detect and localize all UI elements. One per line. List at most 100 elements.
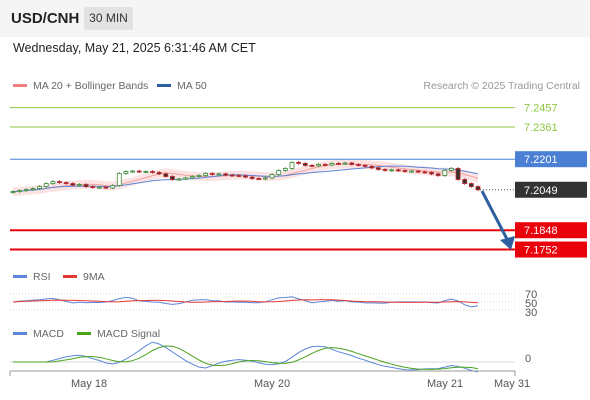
- candle-body: [57, 181, 62, 183]
- symbol-title: USD/CNH: [11, 10, 80, 27]
- ma20-swatch: [13, 83, 27, 87]
- rsi-swatch: [13, 274, 27, 278]
- candle-body: [63, 182, 69, 184]
- candle-body: [269, 174, 275, 179]
- candle-body: [263, 177, 268, 180]
- candle-body: [276, 170, 282, 175]
- candle-body: [336, 163, 341, 165]
- candle-body: [435, 173, 441, 176]
- candle-body: [349, 162, 355, 165]
- datetime-label: Wednesday, May 21, 2025 6:31:46 AM CET: [13, 41, 256, 55]
- candle-body: [429, 172, 434, 175]
- candle-body: [316, 164, 321, 167]
- candle-body: [342, 162, 348, 165]
- timeframe-button[interactable]: 30 MIN: [84, 7, 133, 30]
- rsi-level-70: 70: [525, 289, 537, 301]
- candle-body: [110, 185, 116, 189]
- level-label-1: 7.2361: [524, 122, 558, 134]
- candle-body: [163, 173, 169, 177]
- candle-body: [375, 167, 381, 170]
- rsi-level-30: 30: [525, 307, 537, 319]
- candlesticks: [10, 161, 481, 194]
- candle-body: [136, 170, 142, 173]
- legend-macd-signal: MACD Signal: [77, 328, 160, 340]
- candle-body: [37, 186, 42, 189]
- candle-body: [189, 176, 195, 179]
- x-tick-may18: May 18: [71, 378, 107, 390]
- candle-body: [362, 165, 368, 167]
- candle-body: [329, 163, 335, 166]
- candle-body: [249, 176, 255, 179]
- level-label-4: 7.1848: [524, 225, 558, 237]
- candle-body: [415, 170, 421, 173]
- candle-body: [23, 189, 29, 191]
- level-label-0: 7.2457: [524, 103, 558, 115]
- candle-body: [322, 164, 328, 166]
- macd-signal-swatch: [77, 331, 91, 335]
- candle-body: [395, 169, 401, 172]
- candle-body: [243, 175, 248, 178]
- candle-body: [183, 177, 189, 180]
- macd-signal-legend-label: MACD Signal: [97, 328, 161, 340]
- candle-body: [389, 169, 395, 172]
- candle-body: [216, 173, 222, 176]
- candle-body: [442, 170, 448, 176]
- candle-body: [475, 186, 481, 191]
- candle-body: [116, 173, 122, 186]
- rsi-legend-label: RSI: [33, 271, 51, 283]
- candle-body: [203, 173, 209, 176]
- legend-rsi: RSI: [13, 271, 51, 283]
- candle-body: [402, 170, 408, 172]
- candle-body: [296, 162, 302, 164]
- legend-macd: MACD: [13, 328, 64, 340]
- x-axis: May 18 May 20 May 21 May 31: [9, 370, 530, 390]
- candle-body: [302, 163, 308, 166]
- level-label-5: 7.1752: [524, 245, 558, 257]
- candle-body: [50, 181, 56, 184]
- candle-body: [90, 186, 96, 188]
- candle-body: [409, 170, 414, 173]
- x-tick-may31: May 31: [494, 378, 530, 390]
- candle-body: [256, 178, 262, 180]
- candle-body: [229, 174, 235, 177]
- x-tick-may20: May 20: [254, 378, 290, 390]
- candle-body: [150, 171, 155, 173]
- candle-body: [10, 191, 16, 193]
- level-label-2: 7.2201: [524, 154, 558, 166]
- candle-body: [156, 172, 162, 175]
- candle-body: [176, 178, 182, 181]
- macd-panel: 0: [10, 341, 531, 373]
- candle-body: [70, 183, 76, 186]
- candle-body: [462, 179, 468, 184]
- candle-body: [17, 190, 23, 192]
- macd-signal-line: [13, 345, 479, 370]
- candle-body: [209, 173, 215, 175]
- candle-body: [382, 169, 388, 171]
- candle-body: [236, 175, 242, 177]
- candle-body: [83, 184, 89, 187]
- x-tick-may21: May 21: [427, 378, 463, 390]
- macd-swatch: [13, 331, 27, 335]
- candle-body: [123, 171, 129, 174]
- level-tag-bg-4: [515, 222, 587, 239]
- macd-legend-label: MACD: [33, 328, 64, 340]
- candle-body: [170, 176, 175, 180]
- level-label-3: 7.2049: [524, 185, 558, 197]
- legend-ma20: MA 20 + Bollinger Bands: [13, 80, 148, 92]
- candle-body: [455, 168, 461, 180]
- macd-zero-label: 0: [525, 353, 531, 365]
- rsi-ma9-line: [12, 299, 479, 304]
- candle-body: [309, 165, 315, 167]
- candle-body: [449, 168, 454, 171]
- ma50-legend-label: MA 50: [177, 80, 207, 92]
- candle-body: [223, 173, 228, 176]
- candle-body: [422, 171, 428, 174]
- candle-body: [282, 168, 288, 171]
- ma50-swatch: [157, 83, 171, 87]
- rsi-level-50: 50: [525, 298, 537, 310]
- macd-line: [13, 341, 479, 373]
- candle-body: [130, 170, 135, 173]
- price-levels: 7.2457 7.2361 7.2201 7.2049 7.1848 7.1752: [10, 103, 587, 258]
- level-tag-bg-3: [515, 181, 587, 198]
